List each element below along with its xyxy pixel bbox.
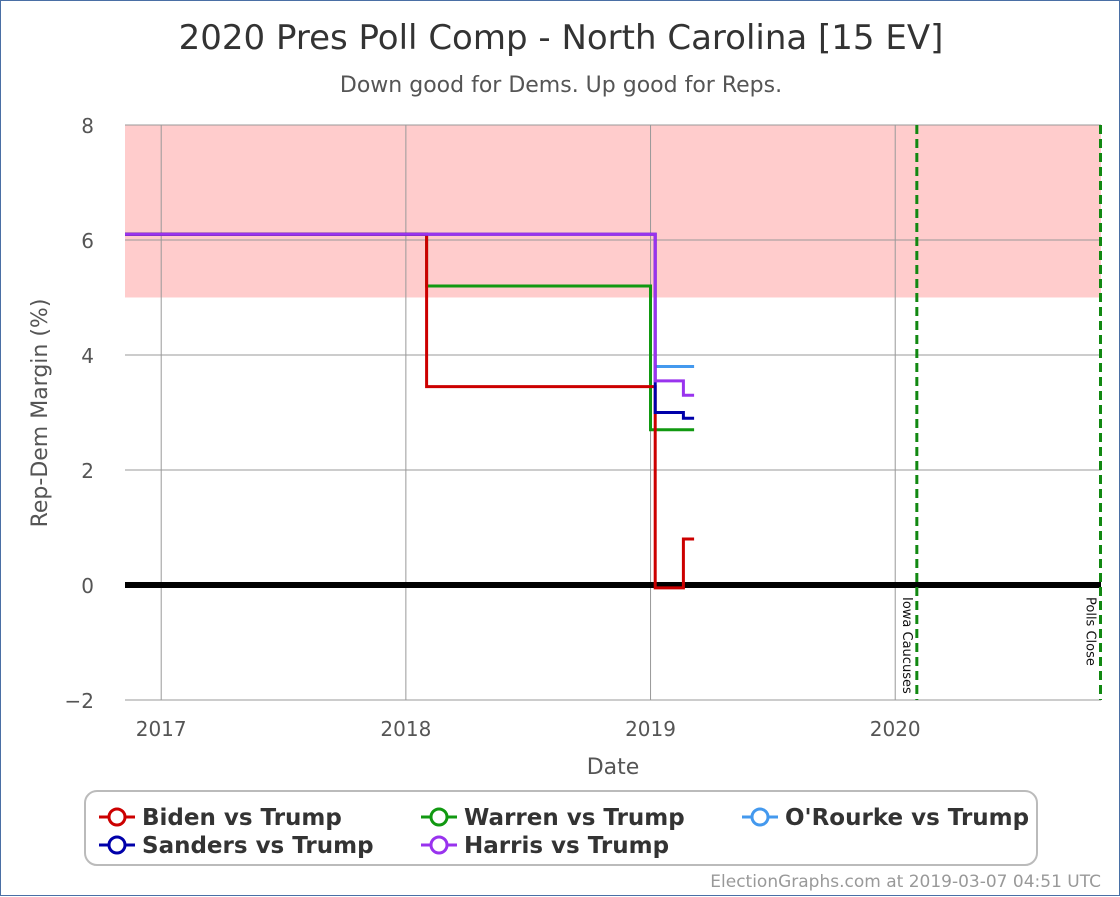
legend-entry: Warren vs Trump [421, 805, 685, 831]
y-tick-label: 0 [81, 574, 94, 598]
chart-subtitle: Down good for Dems. Up good for Reps. [340, 73, 782, 98]
legend-label: Sanders vs Trump [142, 833, 374, 859]
legend-marker [750, 807, 770, 827]
y-tick-label: 8 [81, 114, 94, 138]
x-axis-label: Date [587, 755, 640, 780]
legend-entry: Sanders vs Trump [99, 833, 374, 859]
y-axis-label: Rep-Dem Margin (%) [28, 299, 53, 528]
legend-marker [107, 835, 127, 855]
chart-title: 2020 Pres Poll Comp - North Carolina [15… [179, 18, 944, 58]
y-tick-label: 4 [81, 344, 94, 368]
event-label: Polls Close [1083, 597, 1098, 666]
y-tick-label: 2 [81, 459, 94, 483]
y-tick-label: −2 [65, 689, 94, 713]
legend-label: O'Rourke vs Trump [785, 805, 1029, 831]
event-label: Iowa Caucuses [899, 597, 914, 694]
x-tick-label: 2019 [625, 717, 676, 741]
credit-text: ElectionGraphs.com at 2019-03-07 04:51 U… [710, 872, 1101, 892]
legend-marker [429, 835, 449, 855]
legend-label: Harris vs Trump [464, 833, 669, 859]
legend-box [84, 790, 1038, 866]
legend-marker [107, 807, 127, 827]
y-tick-label: 6 [81, 229, 94, 253]
x-tick-label: 2018 [380, 717, 431, 741]
legend-entry: Biden vs Trump [99, 805, 342, 831]
legend-entry: O'Rourke vs Trump [742, 805, 1029, 831]
shaded-band [125, 125, 1101, 298]
x-tick-label: 2017 [136, 717, 187, 741]
legend-label: Warren vs Trump [464, 805, 685, 831]
legend-entry: Harris vs Trump [421, 833, 669, 859]
x-tick-label: 2020 [870, 717, 921, 741]
legend-marker [429, 807, 449, 827]
series-line [125, 232, 695, 397]
legend-label: Biden vs Trump [142, 805, 342, 831]
